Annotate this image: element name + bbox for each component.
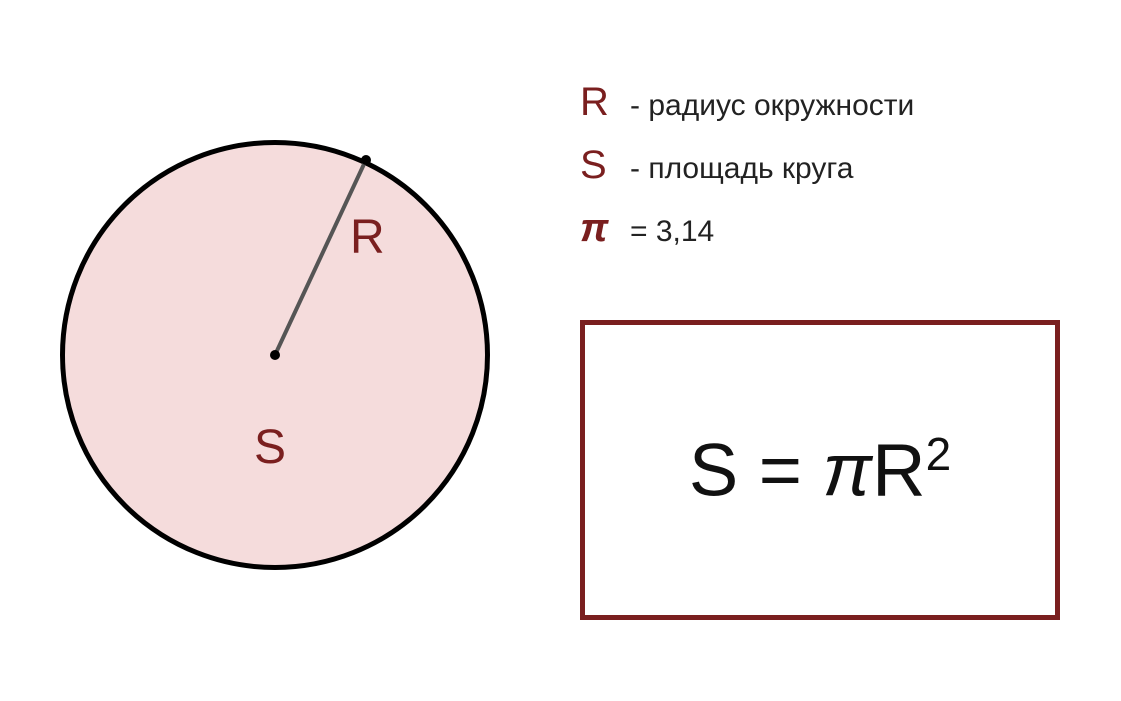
formula-box: S = πR2 xyxy=(580,320,1060,620)
legend-text-S: - площадь круга xyxy=(630,152,853,186)
label-R: R xyxy=(350,210,385,265)
legend-symbol-R: R xyxy=(580,80,624,125)
legend-symbol-S: S xyxy=(580,143,624,188)
legend-text-pi: = 3,14 xyxy=(630,215,714,249)
formula: S = πR2 xyxy=(689,427,951,513)
center-dot xyxy=(270,350,280,360)
legend: R - радиус окружности S - площадь круга … xyxy=(580,80,914,269)
edge-dot xyxy=(361,155,371,165)
formula-eq: = xyxy=(738,429,822,512)
legend-row-R: R - радиус окружности xyxy=(580,80,914,125)
legend-row-pi: π = 3,14 xyxy=(580,206,914,251)
stage: R S R - радиус окружности S - площадь кр… xyxy=(0,0,1121,701)
formula-pi: π xyxy=(823,429,873,512)
formula-S: S xyxy=(689,429,738,512)
formula-exp: 2 xyxy=(926,428,952,480)
legend-text-R: - радиус окружности xyxy=(630,89,914,123)
formula-R: R xyxy=(872,429,925,512)
legend-symbol-pi: π xyxy=(580,206,624,251)
legend-row-S: S - площадь круга xyxy=(580,143,914,188)
label-S: S xyxy=(254,420,286,475)
